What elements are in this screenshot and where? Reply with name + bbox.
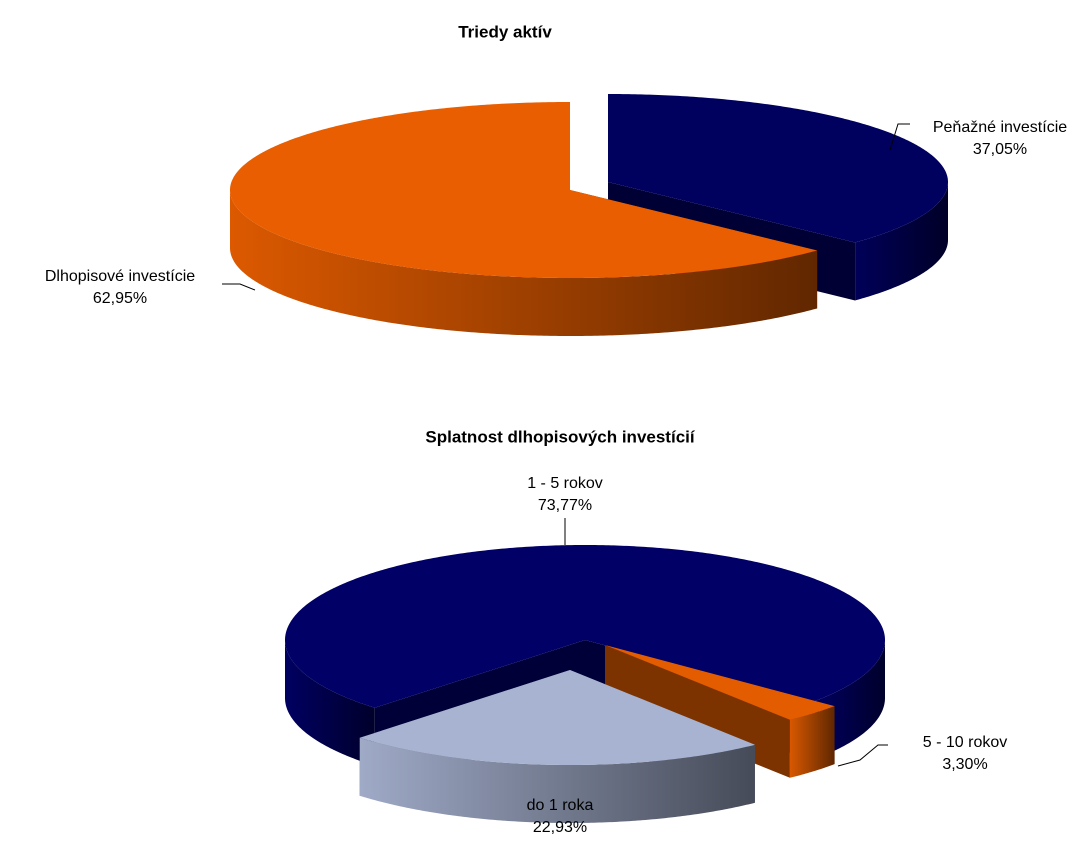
slice-label: 1 - 5 rokov (527, 475, 603, 492)
slice-value-label: 37,05% (973, 141, 1027, 158)
chart-title: Triedy aktív (458, 22, 552, 41)
tops (285, 545, 885, 765)
slice-label: 5 - 10 rokov (923, 734, 1007, 751)
slice-wall (359, 737, 755, 823)
tops (230, 94, 948, 278)
slice-label: Peňažné investície (933, 119, 1067, 136)
chart-title: Splatnost dlhopisových investícií (425, 427, 695, 446)
leader-line (222, 283, 256, 291)
slice-value-label: 62,95% (93, 290, 147, 307)
slice (359, 670, 755, 765)
leader-line (837, 744, 888, 767)
slice-value-label: 22,93% (533, 819, 587, 836)
slice-wall (285, 640, 375, 766)
slice (605, 645, 835, 720)
slice (608, 94, 948, 243)
slice-label: Dlhopisové investície (45, 268, 195, 285)
slice (285, 545, 885, 708)
slice-wall (230, 190, 818, 336)
slice-value-label: 73,77% (538, 497, 592, 514)
slice-value-label: 3,30% (942, 756, 987, 773)
slice (230, 102, 818, 278)
slice-wall (789, 706, 835, 778)
outer-walls (230, 182, 948, 336)
slice-label: do 1 roka (527, 797, 594, 814)
slice-wall (855, 182, 948, 301)
leader-line (889, 123, 910, 151)
outer-walls (285, 640, 885, 823)
